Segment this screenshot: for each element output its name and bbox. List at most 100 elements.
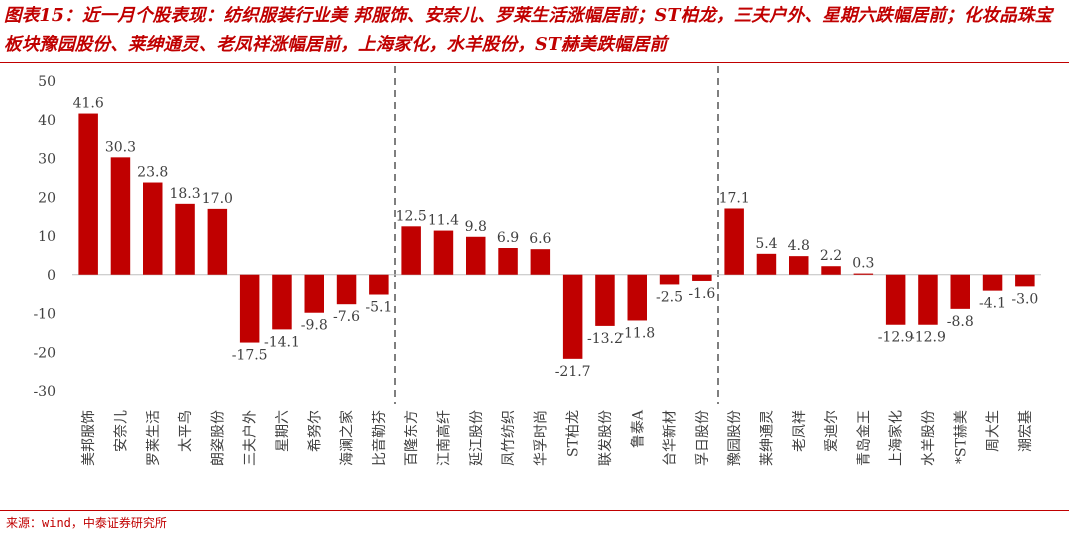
bar: [918, 274, 938, 325]
category-label: 比音勒芬: [371, 410, 388, 466]
value-label: 17.0: [202, 191, 233, 207]
bar: [595, 274, 615, 326]
value-label: -14.1: [264, 334, 300, 350]
value-label: 5.4: [755, 236, 777, 252]
category-label: 延江股份: [469, 410, 485, 466]
bar: [659, 274, 680, 285]
group-dividers: [394, 66, 719, 404]
value-label: 12.5: [396, 208, 427, 224]
bar: [466, 236, 486, 275]
figure-title: 图表15：近一月个股表现：纺织服装行业美 邦服饰、安奈儿、罗莱生活涨幅居前；ST…: [4, 6, 1053, 55]
value-label: -5.1: [365, 300, 392, 316]
value-label: 0.3: [852, 256, 874, 272]
bar: [272, 274, 292, 330]
y-axis: 50 40 30 20 10 0 -10 -20 -30: [33, 74, 56, 400]
bar: [821, 266, 841, 275]
category-label: 华孚时尚: [533, 410, 549, 466]
footer-divider: [0, 510, 1069, 511]
bar: [853, 273, 874, 275]
y-tick-label: 10: [38, 229, 56, 245]
category-label: 水羊股份: [921, 410, 937, 466]
value-label: 17.1: [719, 190, 750, 206]
category-label: 江南高纤: [435, 410, 452, 466]
value-label: -13.2: [587, 331, 623, 347]
category-label: *ST赫美: [953, 410, 969, 464]
category-label: 美邦服饰: [81, 410, 97, 466]
category-label: 潮宏基: [1017, 410, 1034, 452]
value-label: 4.8: [788, 238, 810, 254]
category-label: 百隆东方: [404, 410, 420, 466]
y-tick-label: 20: [38, 190, 56, 206]
value-label: -4.1: [979, 296, 1006, 312]
category-label: 上海家化: [888, 410, 905, 466]
bar: [207, 208, 228, 275]
bar: [369, 274, 389, 295]
value-label: 30.3: [105, 139, 136, 155]
y-tick-label: 30: [38, 152, 56, 168]
category-label: 联发股份: [598, 410, 614, 466]
bar: [724, 208, 744, 275]
bar: [627, 274, 647, 321]
bar: [433, 230, 454, 275]
category-label: 朗姿股份: [210, 410, 226, 466]
bar: [336, 274, 357, 305]
source-note: 来源：wind，中泰证券研究所: [6, 516, 167, 530]
value-label: -2.5: [656, 289, 683, 305]
category-label: 罗莱生活: [146, 410, 162, 466]
category-label: 星期六: [275, 410, 291, 452]
value-label: -12.9: [910, 330, 946, 346]
bar: [789, 256, 809, 275]
bar: [401, 226, 421, 275]
value-label: 9.8: [465, 219, 487, 235]
category-label: 台华新材: [663, 410, 679, 466]
value-label: -8.8: [947, 314, 974, 330]
bars: [78, 113, 1035, 359]
bar: [530, 249, 551, 275]
value-label: 2.2: [820, 248, 842, 264]
category-labels: 美邦服饰 安奈儿 罗莱生活 太平鸟 朗姿股份 三夫户外 星期六 希努尔 海澜之家 比音勒芬 百隆东方…: [81, 409, 1034, 466]
category-label: 青岛金王: [856, 410, 872, 466]
value-label: -9.8: [301, 318, 328, 334]
bar: [304, 274, 324, 313]
category-label: 凤竹纺织: [501, 410, 517, 466]
bar: [498, 248, 518, 275]
value-label: -3.0: [1011, 291, 1038, 307]
y-tick-label: 0: [47, 268, 56, 284]
bar: [885, 274, 906, 325]
y-tick-label: 40: [38, 113, 56, 129]
bar: [756, 253, 777, 275]
y-tick-label: 50: [38, 74, 56, 90]
bar: [950, 274, 970, 309]
y-tick-label: -20: [33, 345, 56, 361]
value-label: -12.9: [878, 330, 914, 346]
value-label: 18.3: [169, 186, 200, 202]
value-label: -1.6: [688, 286, 715, 302]
value-label: 6.9: [497, 230, 519, 246]
category-label: 三夫户外: [242, 410, 259, 466]
bar: [143, 182, 163, 275]
bar: [110, 157, 131, 275]
category-label: 周大生: [986, 410, 1002, 452]
category-label: 孚日股份: [695, 410, 711, 466]
value-label: -21.7: [555, 364, 591, 380]
bar: [175, 203, 195, 275]
category-label: 豫园股份: [727, 410, 743, 466]
category-label: 老凤祥: [792, 410, 808, 452]
category-label: 海澜之家: [339, 410, 356, 466]
y-tick-label: -10: [33, 307, 56, 323]
y-tick-label: -30: [33, 384, 56, 400]
value-label: -7.6: [333, 309, 360, 325]
value-label: 11.4: [428, 213, 459, 229]
bar: [982, 274, 1003, 291]
value-label: -17.5: [232, 348, 268, 364]
category-label: 希努尔: [307, 410, 323, 452]
category-label: 爱迪尔: [824, 410, 840, 452]
category-label: 莱绅通灵: [759, 410, 775, 466]
value-label: 6.6: [529, 231, 551, 247]
bar: [562, 274, 583, 359]
value-label: 41.6: [73, 96, 104, 112]
bar: [692, 274, 712, 281]
category-label: 安奈儿: [113, 410, 129, 452]
bar: [78, 113, 98, 275]
